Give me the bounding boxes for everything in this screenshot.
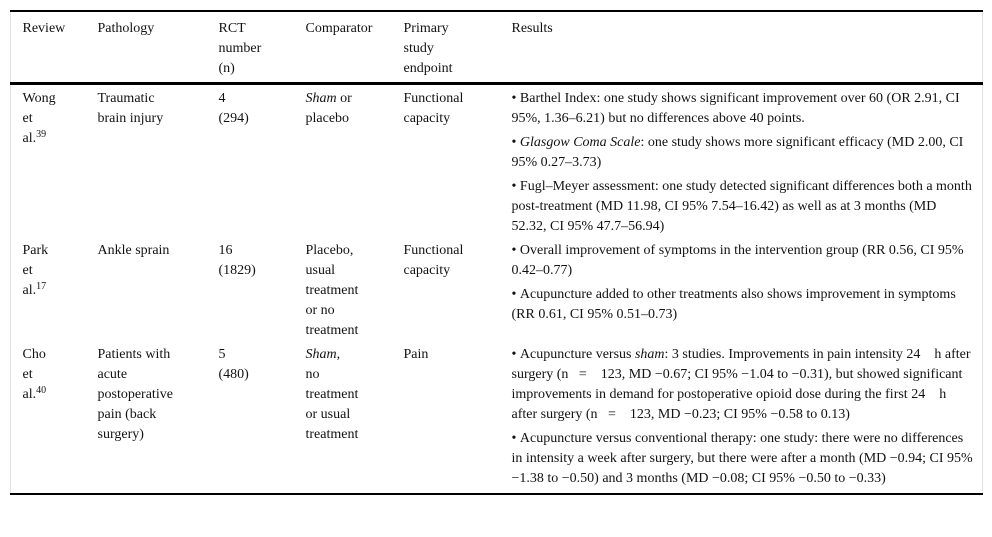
cell-comparator: Sham or placebo (305, 91, 352, 126)
cell-endpoint: Functional capacity (403, 243, 464, 278)
cell-comparator: Placebo, usual treatment or no treatment (305, 243, 359, 338)
column-header-results: Results (511, 11, 983, 85)
cell-pathology: Traumatic brain injury (97, 91, 164, 126)
result-bullet: • Glasgow Coma Scale: one study shows mo… (511, 135, 964, 170)
cell-results: • Barthel Index: one study shows signifi… (512, 84, 983, 238)
reference-superscript: 17 (36, 281, 47, 292)
header-left-margin (10, 11, 23, 85)
column-header-review: Review (22, 11, 98, 85)
header-row: Review Pathology RCT number (n) Comparator… (10, 11, 983, 85)
cell-rct: 4 (294) (218, 91, 249, 126)
column-header-comparator: Comparator (305, 11, 404, 85)
systematic-reviews-table: Review Pathology RCT number (n) Comparator… (10, 10, 983, 495)
row-left-margin (11, 341, 23, 494)
cell-rct: 5 (480) (218, 347, 249, 382)
cell-pathology: Patients with acute postoperative pain (bac… (97, 347, 173, 442)
bullet-marker: • (511, 91, 520, 106)
column-header-pathology: Pathology (97, 11, 219, 85)
cell-comparator: Sham, no treatment or usual treatment (305, 347, 359, 442)
result-bullet: • Overall improvement of symptoms in the… (511, 243, 964, 278)
table-row: Cho et al.40 Patients with acute postoperativ… (11, 341, 983, 494)
cell-rct: 16 (1829) (218, 243, 256, 278)
table-header: Review Pathology RCT number (n) Comparator… (10, 11, 983, 85)
cell-review: Wong et al.39 (22, 91, 56, 146)
row-left-margin (11, 84, 23, 238)
cell-endpoint: Functional capacity (403, 91, 464, 126)
bullet-marker: • (511, 287, 520, 302)
result-bullet: • Acupuncture added to other treatments … (511, 287, 956, 322)
bullet-marker: • (511, 135, 520, 150)
result-bullet: • Barthel Index: one study shows signifi… (511, 91, 960, 126)
cell-review: Park et al.17 (22, 243, 49, 298)
bullet-marker: • (511, 431, 520, 446)
result-bullet: • Acupuncture versus conventional therap… (511, 431, 973, 486)
reference-superscript: 40 (36, 385, 47, 396)
cell-endpoint: Pain (403, 347, 429, 362)
reference-superscript: 39 (36, 129, 47, 140)
table-row: Wong et al.39 Traumatic brain injury 4 (294) Sh… (11, 84, 983, 238)
table-body: Wong et al.39 Traumatic brain injury 4 (294) Sh… (11, 84, 983, 495)
bullet-marker: • (511, 243, 520, 258)
column-header-rct-number: RCT number (n) (218, 11, 306, 85)
row-left-margin (11, 237, 23, 341)
bullet-marker: • (511, 179, 520, 194)
result-bullet: • Fugl–Meyer assessment: one study detec… (511, 179, 972, 234)
bullet-marker: • (511, 347, 520, 362)
result-bullet: • Acupuncture versus sham: 3 studies. Im… (511, 347, 971, 422)
cell-pathology: Ankle sprain (97, 243, 170, 258)
column-header-primary-endpoint: Primary study endpoint (403, 11, 512, 85)
cell-results: • Overall improvement of symptoms in the… (512, 237, 983, 341)
cell-results: • Acupuncture versus sham: 3 studies. Im… (512, 341, 983, 494)
table-row: Park et al.17 Ankle sprain 16 (1829) Placebo, u… (11, 237, 983, 341)
cell-review: Cho et al.40 (22, 347, 47, 402)
